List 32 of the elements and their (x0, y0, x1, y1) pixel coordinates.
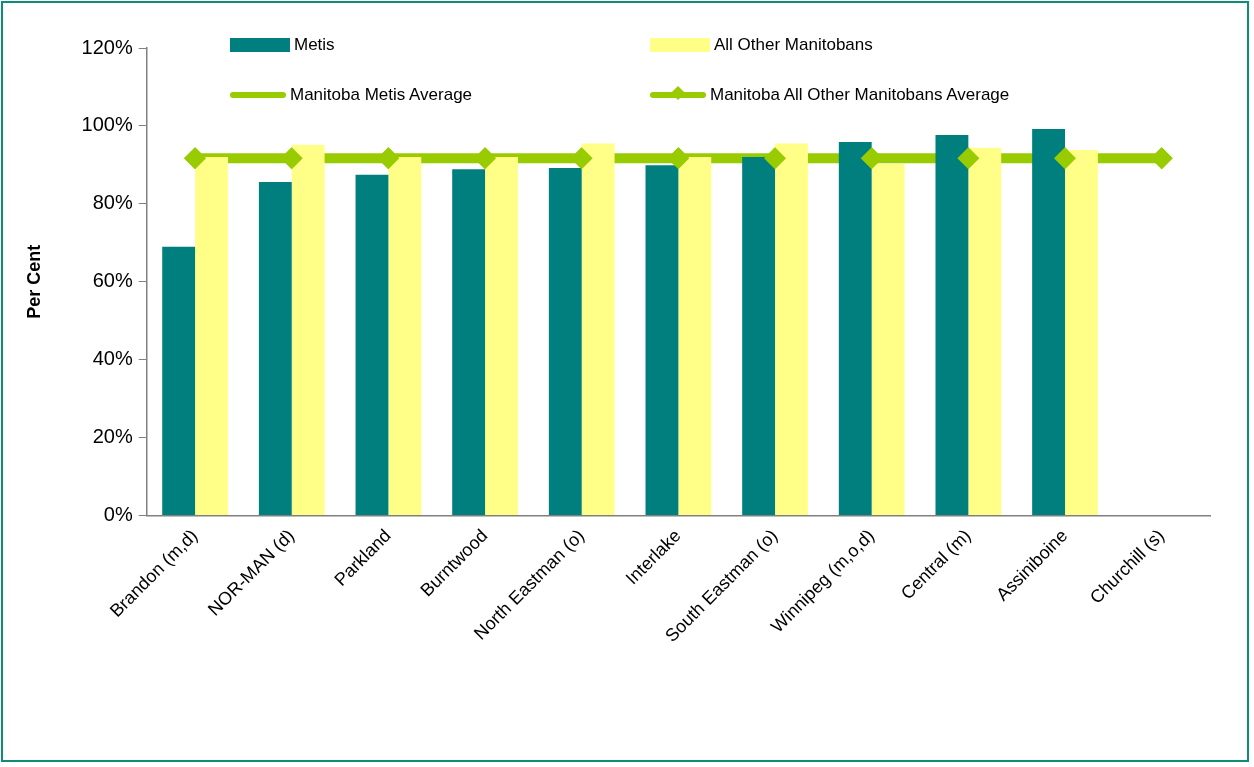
y-tick-label: 60% (92, 269, 133, 292)
bar (485, 157, 518, 516)
bar (968, 147, 1002, 516)
bar (775, 143, 808, 516)
bar (645, 165, 679, 516)
bar (1032, 129, 1066, 516)
bar (195, 157, 228, 516)
legend-label: Metis (294, 35, 335, 55)
bar (388, 157, 422, 516)
bar (742, 157, 776, 516)
bar (452, 169, 486, 516)
y-tick-label: 80% (92, 191, 133, 214)
legend-label: All Other Manitobans (714, 35, 873, 55)
y-tick-label: 20% (92, 425, 133, 448)
bar (935, 134, 969, 516)
y-tick-label: 100% (81, 113, 133, 136)
bar (355, 174, 389, 516)
y-tick-label: 120% (81, 35, 133, 58)
legend-label: Manitoba All Other Manitobans Average (710, 85, 1010, 105)
bar (162, 246, 196, 516)
y-tick-label: 0% (103, 503, 133, 526)
bar (258, 182, 292, 516)
bar (291, 144, 325, 516)
y-axis-title: Per Cent (23, 244, 44, 319)
bar (678, 157, 712, 516)
bar (581, 143, 615, 516)
bar (871, 164, 905, 516)
bar (838, 141, 872, 516)
bar (1065, 150, 1098, 516)
legend-label: Manitoba Metis Average (290, 85, 473, 105)
bar (548, 168, 582, 516)
y-tick-label: 40% (92, 347, 133, 370)
